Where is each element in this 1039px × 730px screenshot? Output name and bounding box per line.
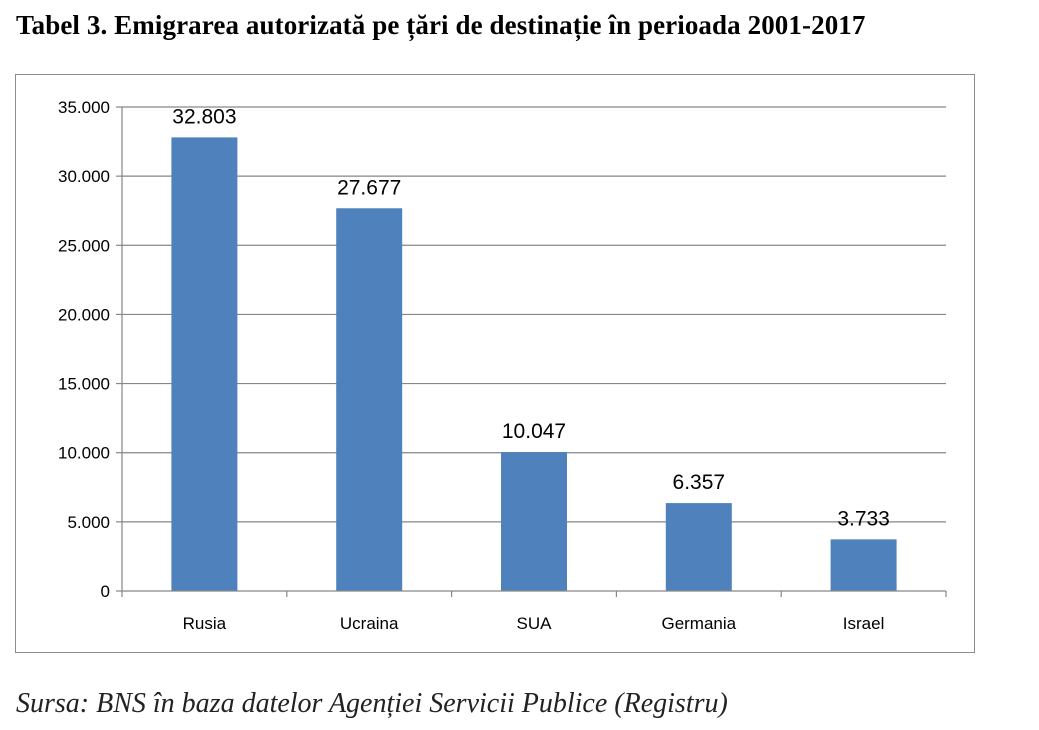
labels: 0 5.000 10.000 15.000 20.000 25.000 30.000 35.0… <box>58 98 890 633</box>
category-label: Israel <box>843 614 885 633</box>
gridlines <box>116 106 946 592</box>
chart-frame: 0 5.000 10.000 15.000 20.000 25.000 30.000 35.0… <box>15 74 975 653</box>
bar <box>336 208 403 591</box>
category-label: Germania <box>661 614 736 633</box>
bars <box>171 137 897 591</box>
bar <box>501 452 567 591</box>
data-label: 27.677 <box>337 176 401 199</box>
category-label: Ucraina <box>340 614 399 633</box>
y-tick-label: 25.000 <box>58 236 110 255</box>
data-label: 10.047 <box>502 420 566 443</box>
y-tick-label: 10.000 <box>58 444 110 463</box>
category-label: SUA <box>517 614 553 633</box>
y-tick-label: 15.000 <box>58 375 110 394</box>
y-tick-label: 20.000 <box>58 305 110 324</box>
data-label: 6.357 <box>673 471 726 494</box>
table-title: Tabel 3. Emigrarea autorizată pe țări de… <box>16 10 866 40</box>
bar <box>665 503 732 591</box>
y-tick-label: 35.000 <box>58 98 110 117</box>
axes <box>121 107 947 597</box>
category-label: Rusia <box>183 614 227 633</box>
data-label: 3.733 <box>837 507 890 530</box>
source-note: Sursa: BNS în baza datelor Agenției Serv… <box>16 688 728 719</box>
bar <box>171 137 238 591</box>
data-label: 32.803 <box>172 105 236 128</box>
y-tick-label: 5.000 <box>67 513 110 532</box>
y-tick-label: 30.000 <box>58 167 110 186</box>
bar-chart: 0 5.000 10.000 15.000 20.000 25.000 30.000 35.0… <box>58 98 947 633</box>
bar <box>830 539 897 591</box>
y-tick-label: 0 <box>101 582 110 601</box>
